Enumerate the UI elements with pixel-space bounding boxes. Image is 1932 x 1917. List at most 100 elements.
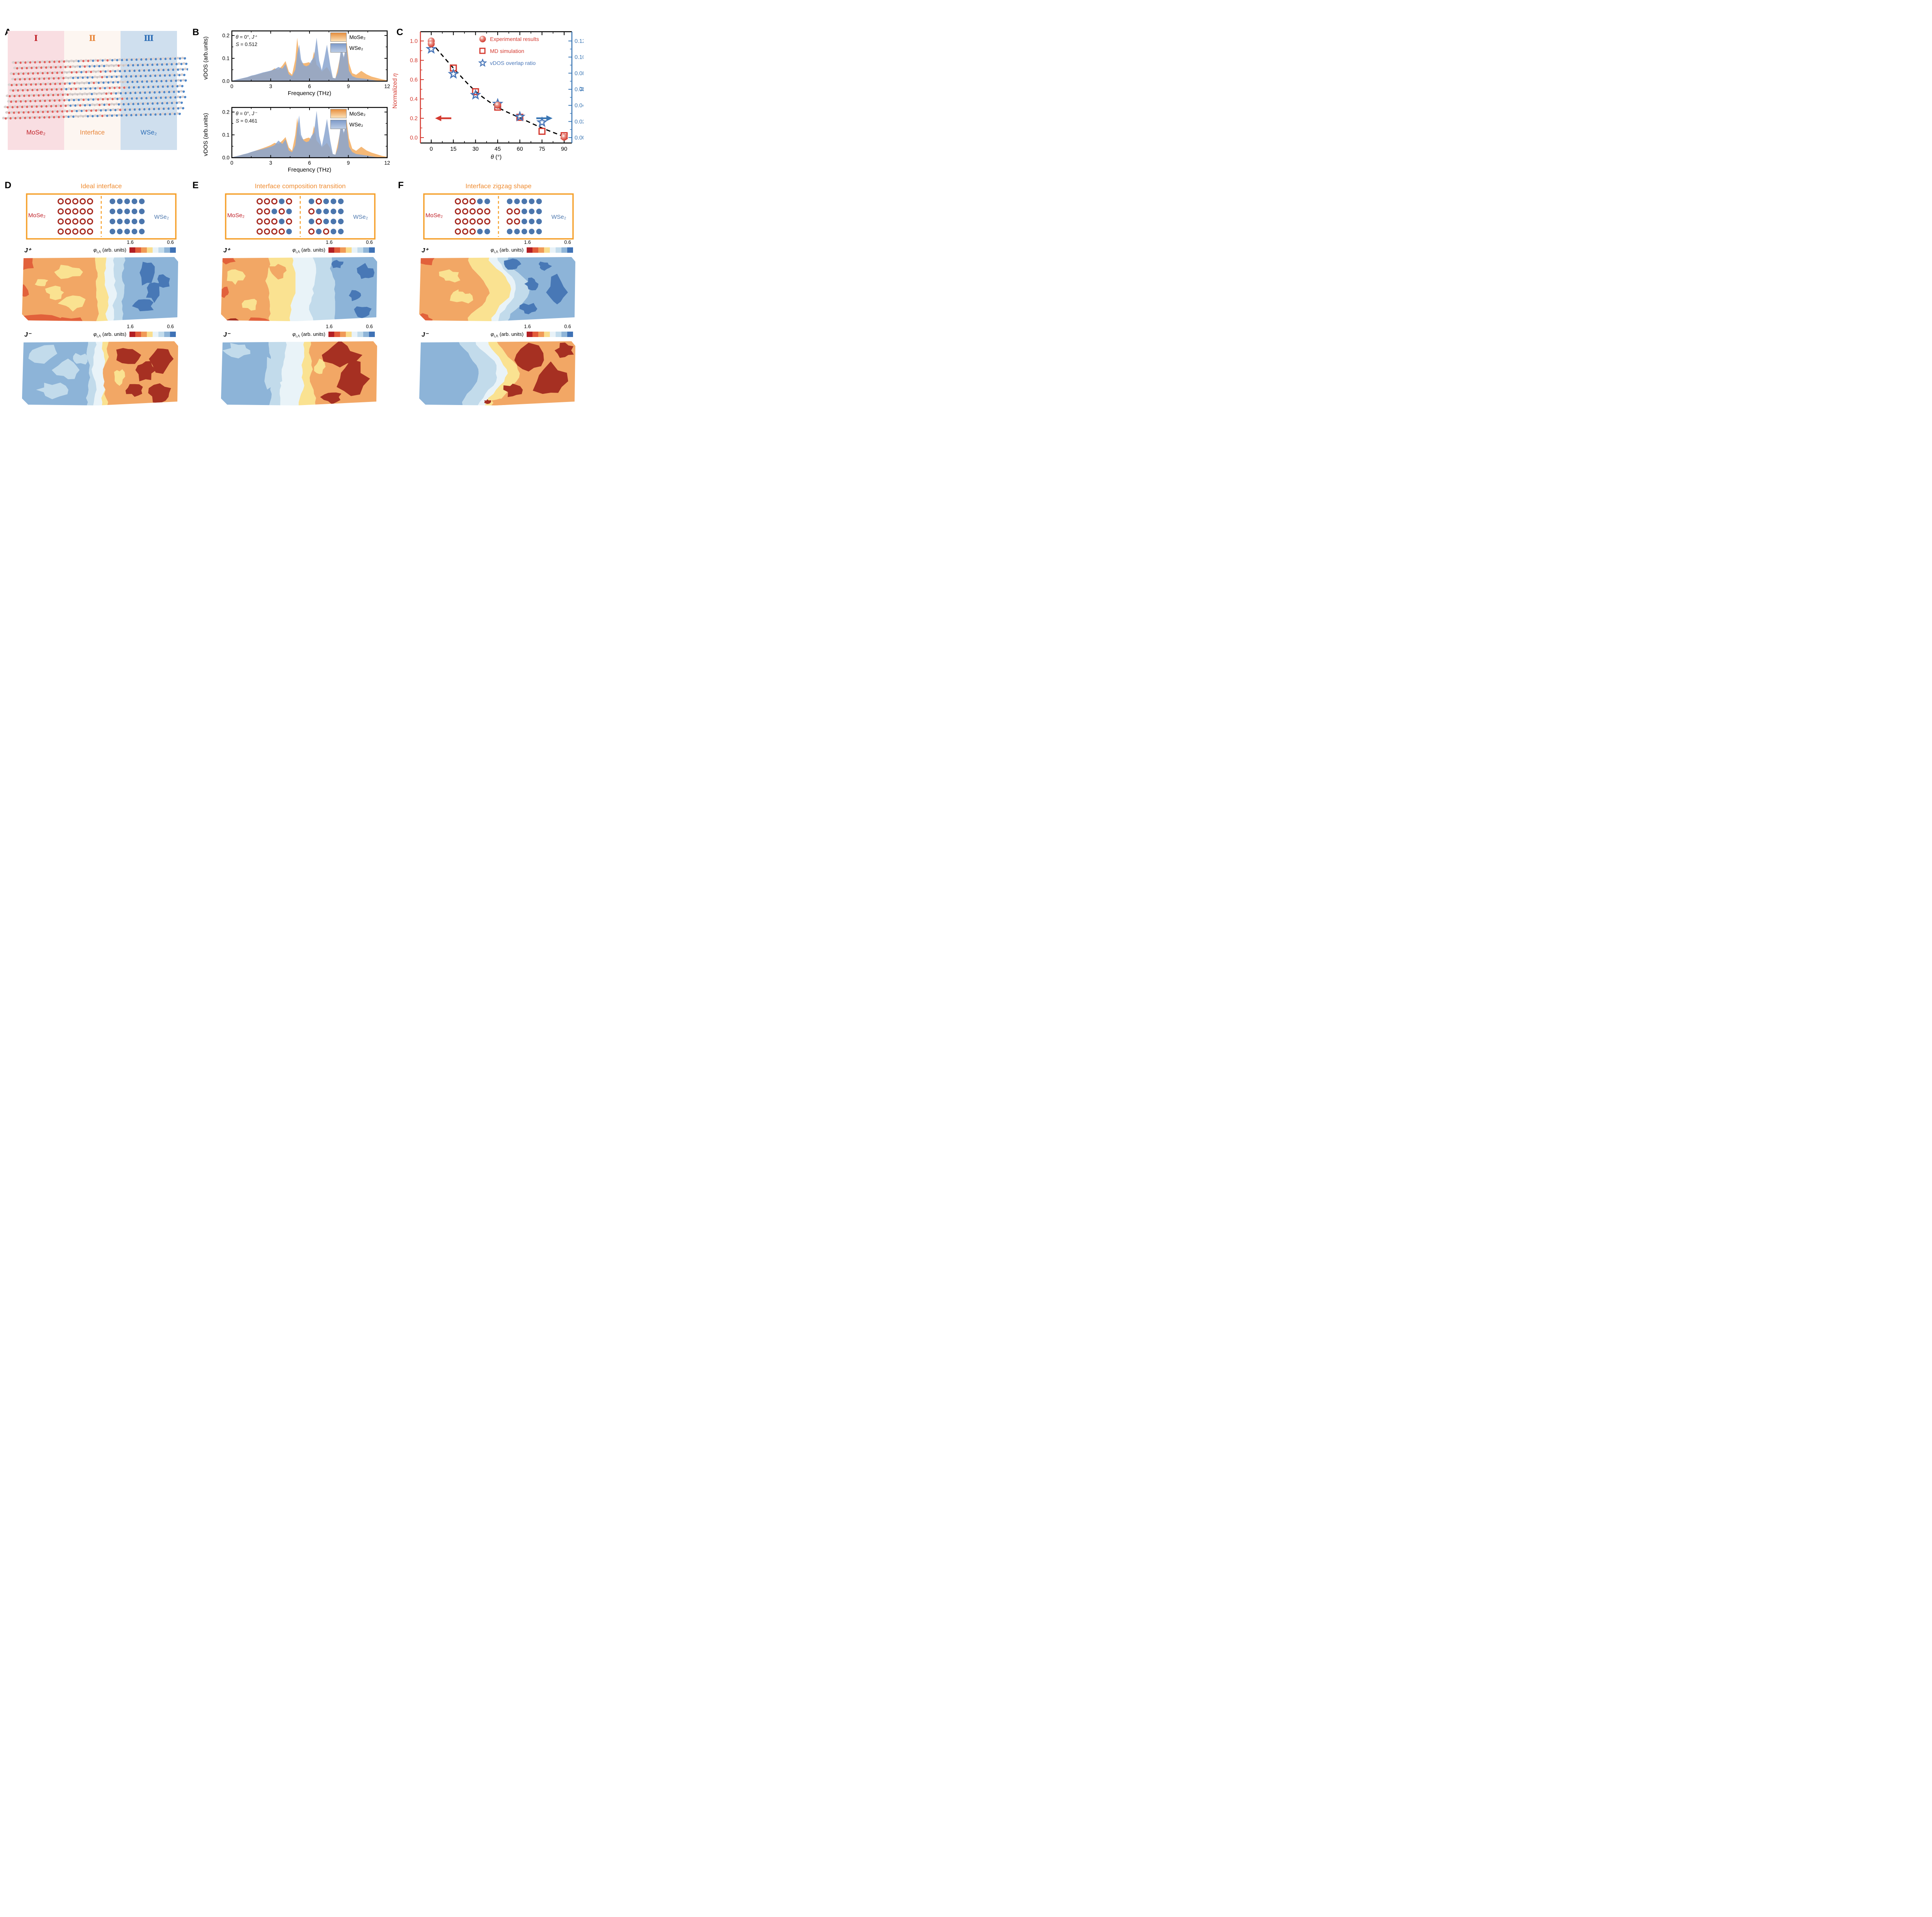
c-legend-vdos-overlap: vDOS overlap ratio xyxy=(478,59,536,67)
e-cbar-max-top: 1.6 xyxy=(326,240,333,245)
svg-text:0.0: 0.0 xyxy=(410,135,418,141)
e-phi-label-bottom: φi,Λ (arb. units) xyxy=(292,331,325,339)
svg-text:1.0: 1.0 xyxy=(410,38,418,44)
region-band-interface xyxy=(64,31,121,150)
svg-text:6: 6 xyxy=(308,83,311,89)
schem-d-mose2: MoSe₂ xyxy=(28,212,46,219)
schem-d-wse2: WSe₂ xyxy=(154,214,169,220)
d-phi-label-top: φi,Λ (arb. units) xyxy=(93,247,126,254)
legend-row-mose2-bottom: MoSe₂ xyxy=(330,109,366,118)
svg-text:0: 0 xyxy=(230,160,233,166)
vdos-chart-jplus: 0 3 6 9 12 0.0 0.1 0.2 Frequency (THz) xyxy=(222,30,390,97)
c-legend-label-vdos: vDOS overlap ratio xyxy=(490,60,536,66)
e-colorbar-top xyxy=(328,247,375,253)
contour-d-jminus xyxy=(22,341,178,405)
svg-text:0: 0 xyxy=(230,83,233,89)
d-jplus-label: J⁺ xyxy=(24,247,31,254)
svg-text:3: 3 xyxy=(269,83,272,89)
e-cbar-max-bottom: 1.6 xyxy=(326,324,333,329)
f-cbar-min-top: 0.6 xyxy=(564,240,571,245)
f-phi-label-bottom: φi,Λ (arb. units) xyxy=(490,331,524,339)
legend-swatch-wse2 xyxy=(330,43,347,53)
legend-label-wse2: WSe₂ xyxy=(349,121,363,128)
d-cbar-min-bottom: 0.6 xyxy=(167,324,174,329)
sphere-marker-icon xyxy=(479,36,486,43)
annotation-s-jminus: S = 0.461 xyxy=(236,118,258,124)
e-cbar-min-top: 0.6 xyxy=(366,240,373,245)
schematic-ideal-interface xyxy=(26,193,177,240)
legend-label-wse2: WSe₂ xyxy=(349,45,363,51)
svg-text:0.1: 0.1 xyxy=(222,55,230,61)
atomic-lattice-illustration xyxy=(2,54,189,124)
svg-text:Frequency (THz): Frequency (THz) xyxy=(288,167,332,173)
svg-text:0.0: 0.0 xyxy=(222,155,230,161)
legend-row-wse2-bottom: WSe₂ xyxy=(330,120,363,129)
svg-text:0.8: 0.8 xyxy=(410,58,418,64)
region-numeral-3: Ⅲ xyxy=(144,33,154,43)
svg-text:90: 90 xyxy=(561,146,567,152)
panel-b-label: B xyxy=(192,27,199,37)
f-phi-label-top: φi,Λ (arb. units) xyxy=(490,247,524,254)
annotation-theta-jminus: θ = 0°, J⁻ xyxy=(236,111,257,116)
f-cbar-max-bottom: 1.6 xyxy=(524,324,531,329)
legend-row-wse2-top: WSe₂ xyxy=(330,43,363,53)
vdos-ylabel-bottom: vDOS (arb.units) xyxy=(202,113,209,156)
open-star-marker-icon xyxy=(478,59,487,67)
legend-label-mose2: MoSe₂ xyxy=(349,34,366,40)
h-axis-label: H xyxy=(579,87,585,91)
open-square-marker-icon xyxy=(479,48,486,54)
region-numeral-2: Ⅱ xyxy=(89,33,96,43)
e-jplus-label: J⁺ xyxy=(223,247,230,254)
legend-swatch-mose2 xyxy=(330,32,347,42)
svg-text:0.10: 0.10 xyxy=(575,54,583,61)
panel-e-label: E xyxy=(192,180,199,191)
schematic-zigzag xyxy=(423,193,574,240)
d-cbar-min-top: 0.6 xyxy=(167,240,174,245)
panel-d-title: Ideal interface xyxy=(80,182,122,190)
contour-f-jminus xyxy=(419,341,575,405)
annotation-theta-jplus: θ = 0°, J⁺ xyxy=(236,34,257,40)
svg-text:45: 45 xyxy=(495,146,501,152)
svg-text:3: 3 xyxy=(269,160,272,166)
svg-text:0.6: 0.6 xyxy=(410,77,418,83)
contour-f-jplus xyxy=(419,257,575,321)
panel-c-label: C xyxy=(396,27,403,37)
svg-text:60: 60 xyxy=(517,146,523,152)
svg-text:0.2: 0.2 xyxy=(222,32,230,38)
svg-text:0.2: 0.2 xyxy=(222,109,230,115)
schem-f-mose2: MoSe₂ xyxy=(425,212,443,219)
svg-text:12: 12 xyxy=(384,83,390,89)
svg-text:0.1: 0.1 xyxy=(222,132,230,138)
f-jminus-label: J⁻ xyxy=(422,332,429,338)
f-jplus-label: J⁺ xyxy=(422,247,429,254)
e-phi-label-top: φi,Λ (arb. units) xyxy=(292,247,325,254)
contour-e-jplus xyxy=(221,257,377,321)
d-phi-label-bottom: φi,Λ (arb. units) xyxy=(93,331,126,339)
e-cbar-min-bottom: 0.6 xyxy=(366,324,373,329)
svg-text:0: 0 xyxy=(430,146,433,152)
f-colorbar-bottom xyxy=(527,332,573,337)
vdos-ylabel-top: vDOS (arb.units) xyxy=(202,36,209,80)
panel-f-label: F xyxy=(398,180,404,191)
d-jminus-label: J⁻ xyxy=(24,332,31,338)
annotation-s-jplus: S = 0.512 xyxy=(236,41,258,47)
f-cbar-min-bottom: 0.6 xyxy=(564,324,571,329)
svg-text:0.00: 0.00 xyxy=(575,135,583,141)
svg-text:0.02: 0.02 xyxy=(575,119,583,125)
legend-swatch-mose2 xyxy=(330,109,347,118)
svg-text:12: 12 xyxy=(384,160,390,166)
d-colorbar-top xyxy=(129,247,176,253)
panel-d-label: D xyxy=(5,180,12,191)
eta-scatter-chart: 0 15 30 45 60 75 90 0.0 0.2 0.4 0.6 0.8 1.0 0.00 0.02 0… xyxy=(410,31,583,152)
svg-text:0.2: 0.2 xyxy=(410,116,418,122)
lattice-svg xyxy=(2,56,189,120)
f-colorbar-top xyxy=(527,247,573,253)
region-numeral-1: Ⅰ xyxy=(34,33,38,43)
svg-text:9: 9 xyxy=(347,160,350,166)
contour-e-jminus xyxy=(221,341,377,405)
svg-text:30: 30 xyxy=(473,146,479,152)
f-cbar-max-top: 1.6 xyxy=(524,240,531,245)
svg-text:15: 15 xyxy=(450,146,456,152)
c-legend-label-md: MD simulation xyxy=(490,48,524,54)
svg-text:9: 9 xyxy=(347,83,350,89)
